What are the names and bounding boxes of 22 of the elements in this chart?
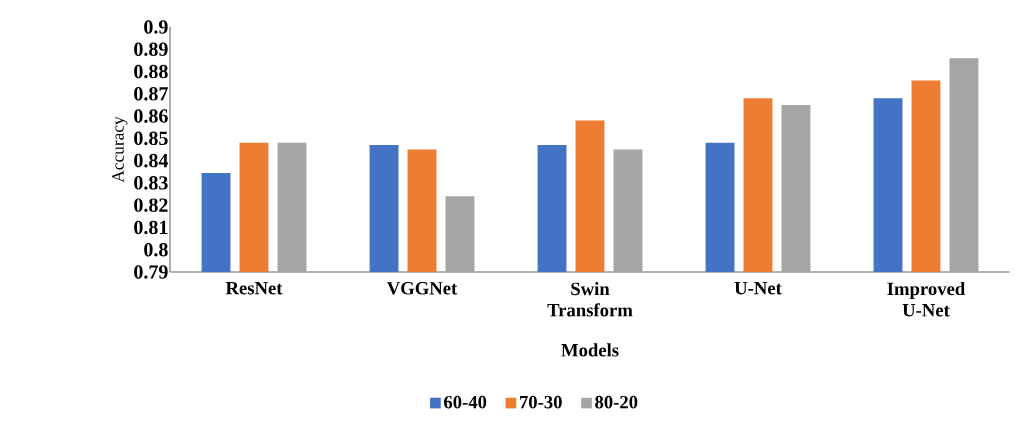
y-tick-label: 0.86 xyxy=(134,109,168,123)
x-tick-label: U-Net xyxy=(734,282,782,295)
y-tick-label: 0.81 xyxy=(134,220,168,235)
y-tick-label: 0.8 xyxy=(144,242,168,257)
legend-label: 60-40 xyxy=(444,395,487,409)
x-tick-label: Swin Transform xyxy=(547,282,633,317)
legend-label: 70-30 xyxy=(520,395,562,409)
y-tick-label: 0.88 xyxy=(134,64,168,79)
y-axis-title: Accuracy xyxy=(112,116,128,183)
y-tick-label: 0.84 xyxy=(134,153,169,168)
x-tick-label: VGGNet xyxy=(386,282,458,295)
y-tick-label: 0.89 xyxy=(134,42,168,57)
x-axis-title: Models xyxy=(561,343,619,357)
y-tick-label: 0.87 xyxy=(134,87,168,101)
y-tick-label: 0.79 xyxy=(134,265,168,279)
legend-label: 80-20 xyxy=(595,395,638,409)
y-tick-label: 0.83 xyxy=(134,176,168,190)
x-tick-label: Improved U-Net xyxy=(887,282,966,317)
y-tick-label: 0.82 xyxy=(134,198,168,212)
x-tick-label: ResNet xyxy=(225,282,283,295)
y-tick-label: 0.85 xyxy=(134,131,168,146)
y-tick-label: 0.9 xyxy=(144,20,168,34)
